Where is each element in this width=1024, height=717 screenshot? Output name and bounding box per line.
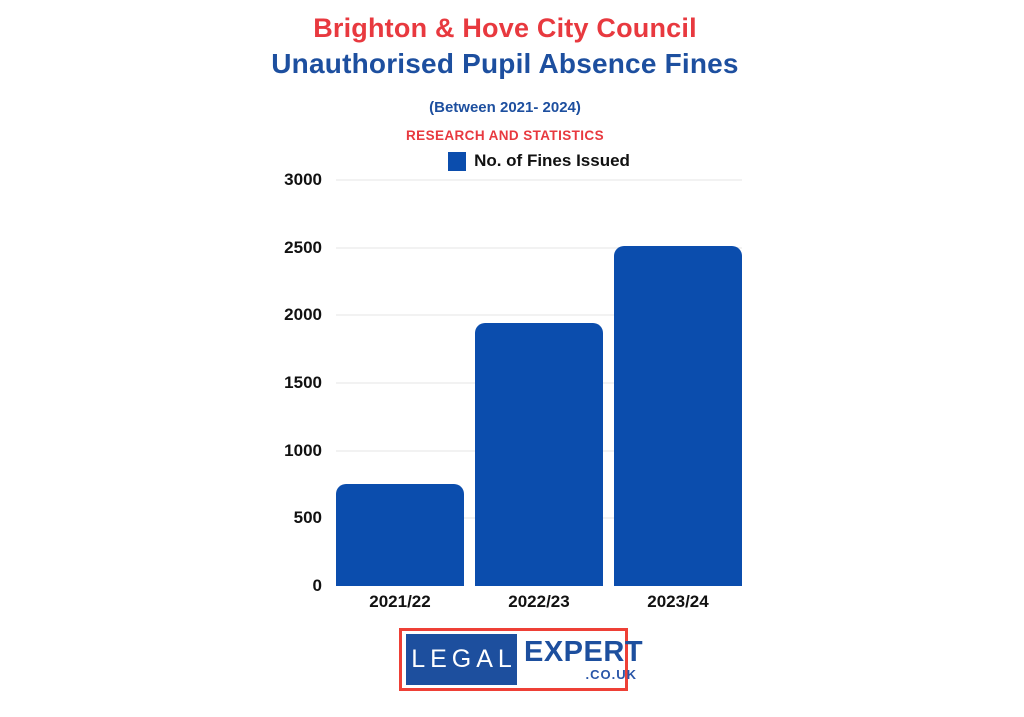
- logo-legal-box: LEGAL: [406, 634, 517, 685]
- gridline-2500: [336, 246, 742, 249]
- x-tick-2022-23: 2022/23: [508, 592, 570, 611]
- y-tick-3000: 3000: [284, 170, 322, 189]
- y-tick-2000: 2000: [284, 305, 322, 325]
- legend-label: No. of Fines Issued: [474, 151, 630, 170]
- legend-swatch: [448, 151, 467, 171]
- y-tick-1000: 1000: [284, 440, 322, 460]
- y-tick-500: 500: [293, 508, 322, 528]
- bar-2021-22: [336, 484, 464, 586]
- logo-expert-text: EXPERT: [524, 636, 644, 668]
- bar-2023-24: [614, 246, 742, 586]
- legal-expert-logo: LEGAL EXPERT .CO.UK: [399, 628, 643, 691]
- chart-period: (Between 2021- 2024): [429, 99, 581, 116]
- bar-2022-23: [475, 323, 603, 586]
- y-tick-1500: 1500: [284, 373, 322, 392]
- gridline-2000: [336, 314, 742, 317]
- y-tick-2500: 2500: [284, 237, 322, 257]
- y-tick-0: 0: [312, 576, 322, 595]
- gridline-3000: [336, 179, 742, 181]
- legend: No. of Fines Issued: [336, 149, 742, 173]
- x-tick-2021-22: 2021/22: [369, 592, 431, 611]
- logo-right-block: EXPERT .CO.UK: [524, 636, 644, 682]
- chart-tagline: RESEARCH AND STATISTICS: [406, 128, 604, 143]
- plot-area: [336, 179, 742, 586]
- x-axis-tick-labels: 2021/22 2022/23 2023/24: [336, 592, 742, 614]
- x-tick-2023-24: 2023/24: [647, 592, 709, 611]
- chart-title: Brighton & Hove City Council: [313, 13, 697, 43]
- y-axis-tick-labels: 0 500 1000 1500 2000 2500 3000: [220, 170, 322, 595]
- header: Brighton & Hove City Council Unauthorise…: [0, 0, 1010, 143]
- logo-domain-text: .CO.UK: [585, 667, 638, 682]
- chart-subtitle: Unauthorised Pupil Absence Fines: [271, 48, 739, 79]
